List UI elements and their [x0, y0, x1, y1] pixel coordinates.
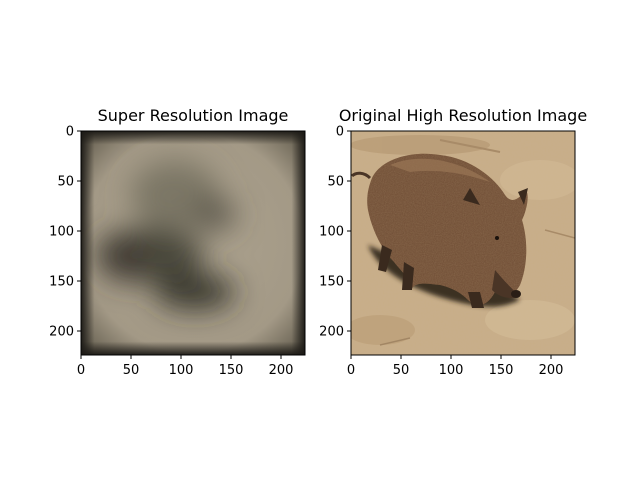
x-tick-label: 150: [489, 363, 514, 378]
y-axis: 0 50 100 150 200: [319, 125, 351, 340]
x-tick-label: 50: [393, 363, 410, 378]
x-tick-label: 50: [123, 363, 140, 378]
panel-original-high-resolution: Original High Resolution Image: [319, 106, 587, 378]
x-tick-label: 100: [169, 363, 194, 378]
y-tick-label: 0: [66, 125, 74, 140]
x-tick-label: 0: [347, 363, 355, 378]
chart-title: Super Resolution Image: [98, 106, 289, 125]
x-tick-label: 100: [439, 363, 464, 378]
y-tick-label: 100: [49, 225, 74, 240]
x-tick-label: 150: [219, 363, 244, 378]
y-tick-label: 150: [49, 275, 74, 290]
chart-title: Original High Resolution Image: [339, 106, 587, 125]
y-tick-label: 150: [319, 275, 344, 290]
y-tick-label: 200: [49, 325, 74, 340]
x-axis: 0 50 100 150 200: [77, 355, 294, 378]
y-tick-label: 0: [336, 125, 344, 140]
y-tick-label: 50: [57, 175, 74, 190]
x-tick-label: 200: [269, 363, 294, 378]
x-tick-label: 200: [539, 363, 564, 378]
y-tick-label: 100: [319, 225, 344, 240]
y-tick-label: 50: [327, 175, 344, 190]
y-axis: 0 50 100 150 200: [49, 125, 81, 340]
original-image: [351, 131, 575, 355]
super-resolution-image: [81, 131, 305, 355]
panel-super-resolution: Super Resolution Image 0 50 100 150 200 0 50 1…: [49, 106, 306, 378]
x-tick-label: 0: [77, 363, 85, 378]
x-axis: 0 50 100 150 200: [347, 355, 564, 378]
y-tick-label: 200: [319, 325, 344, 340]
